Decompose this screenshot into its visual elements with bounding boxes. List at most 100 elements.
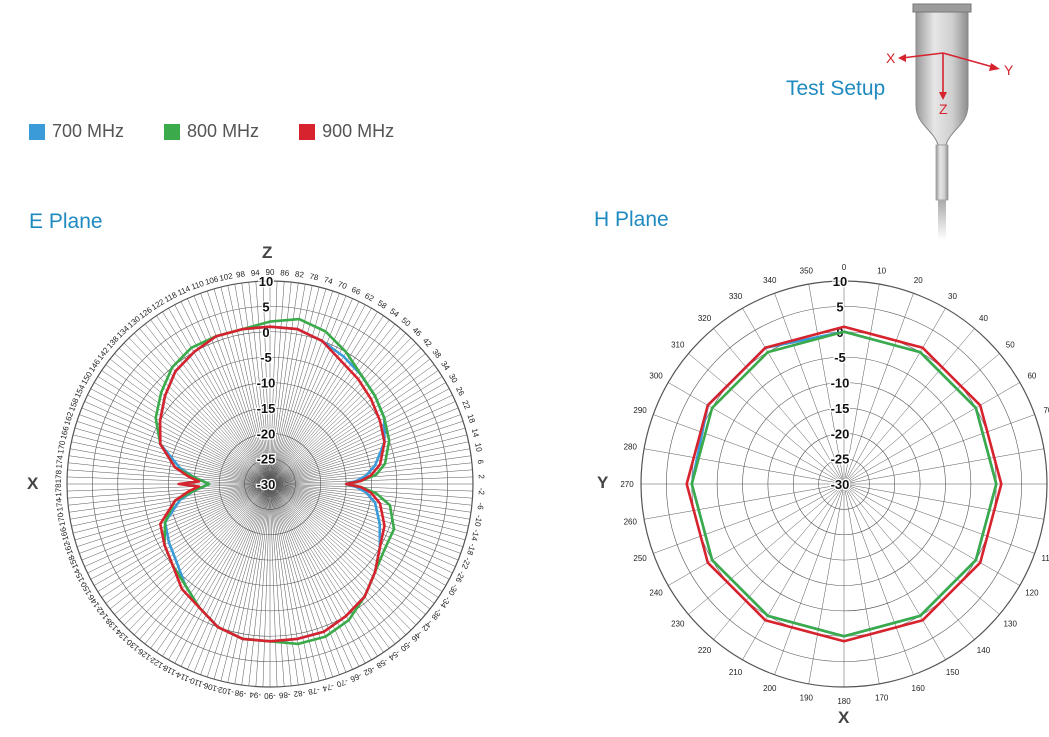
e-plane-angle-label: 162 xyxy=(63,410,76,426)
e-plane-spoke xyxy=(81,483,271,561)
e-plane-spoke xyxy=(269,311,378,485)
e-plane-spoke xyxy=(269,304,366,485)
e-plane-spoke xyxy=(94,483,271,586)
e-plane-ring xyxy=(193,407,347,561)
e-plane-ring-label: 5 xyxy=(262,299,269,314)
e-plane-spoke xyxy=(269,315,384,485)
e-plane-angle-label: 94 xyxy=(250,268,260,278)
e-plane-spoke xyxy=(168,483,271,660)
e-plane-spoke xyxy=(269,483,473,492)
e-plane-spoke xyxy=(71,483,271,527)
e-plane-spoke xyxy=(262,483,271,687)
e-plane-spoke xyxy=(269,483,473,499)
h-plane-angle-label: 220 xyxy=(698,646,712,655)
e-plane-spoke xyxy=(269,483,320,682)
e-plane-angle-label: -10 xyxy=(473,514,484,527)
h-plane-ring xyxy=(767,407,921,561)
e-plane-spoke xyxy=(269,483,313,683)
e-plane-spoke xyxy=(67,483,271,499)
e-plane-spoke xyxy=(269,483,466,541)
e-plane-angle-label: 10 xyxy=(473,442,484,453)
e-plane-angle-label: -30 xyxy=(446,582,460,597)
e-plane-spoke xyxy=(109,483,271,610)
e-plane-spoke xyxy=(133,483,271,636)
e-plane-spoke xyxy=(269,401,456,485)
e-plane-spoke xyxy=(269,382,446,485)
h-plane-angle-label: 60 xyxy=(1027,372,1036,381)
e-plane-spoke xyxy=(269,483,347,673)
e-plane-angle-label: 158 xyxy=(67,396,81,412)
e-plane-spoke xyxy=(168,308,271,485)
e-plane-spoke xyxy=(207,483,271,678)
h-plane-spoke xyxy=(843,483,1020,586)
e-plane-angle-label: -42 xyxy=(420,618,435,633)
e-plane-spoke xyxy=(269,483,384,653)
e-plane-spoke xyxy=(269,337,412,485)
e-plane-angle-label: -58 xyxy=(374,656,389,670)
e-plane-spoke xyxy=(269,308,372,485)
e-plane-angle-label: -6 xyxy=(475,502,485,511)
e-plane-angle-label: 74 xyxy=(323,275,335,286)
e-plane-spoke xyxy=(114,353,271,485)
e-plane-angle-label: 130 xyxy=(126,314,142,330)
e-plane-spoke xyxy=(227,483,271,683)
h-plane-angle-label: 20 xyxy=(914,276,923,285)
e-plane-spoke xyxy=(269,483,459,561)
e-plane-angle-label: -74 xyxy=(321,681,335,693)
legend-swatch-800 xyxy=(164,123,181,140)
e-plane-spoke xyxy=(200,293,271,485)
e-plane-spoke xyxy=(269,483,431,610)
legend-label-900: 900 MHz xyxy=(322,121,395,141)
e-plane-angle-label: -82 xyxy=(293,688,306,699)
h-plane-angle-label: 130 xyxy=(1004,619,1018,628)
axis-arrowhead-y xyxy=(989,63,1000,71)
e-plane-spoke xyxy=(220,286,271,485)
h-plane-spoke xyxy=(713,328,845,485)
e-plane-spoke xyxy=(68,483,271,506)
legend: 700 MHz 800 MHz 900 MHz xyxy=(29,121,394,142)
h-plane-spoke xyxy=(843,382,1020,485)
e-plane-angle-label: -142 xyxy=(95,605,112,624)
h-plane-title: H Plane xyxy=(594,208,669,231)
h-plane-angle-label: 300 xyxy=(649,372,663,381)
test-setup-title: Test Setup xyxy=(786,77,886,100)
e-plane-ring xyxy=(218,432,322,536)
h-plane-spoke xyxy=(843,284,880,485)
e-plane-spoke xyxy=(90,483,271,580)
legend-item-800: 800 MHz xyxy=(164,121,259,142)
e-plane-angle-label: -130 xyxy=(125,637,143,655)
e-plane-spoke xyxy=(114,483,271,615)
e-plane-spoke xyxy=(72,434,271,485)
e-plane-spoke xyxy=(269,483,468,534)
e-plane-ring-label: -15 xyxy=(257,401,276,416)
e-plane-angle-label: 2 xyxy=(477,474,486,479)
e-plane-ring xyxy=(244,458,296,510)
e-plane-ring-label: -20 xyxy=(257,426,276,441)
e-plane-angle-label: -54 xyxy=(387,648,402,662)
e-plane-spoke xyxy=(128,483,271,631)
h-plane-ring-label: -10 xyxy=(831,376,850,391)
h-plane-angle-label: 70 xyxy=(1043,406,1049,415)
e-plane-spoke xyxy=(269,483,390,649)
e-plane-spoke xyxy=(220,483,271,682)
e-plane-angle-label: -118 xyxy=(161,663,179,678)
h-plane-spoke xyxy=(644,448,845,485)
e-plane-spoke xyxy=(269,394,453,485)
e-plane-spoke xyxy=(87,394,271,485)
e-plane-angle-label: -126 xyxy=(136,646,155,663)
e-plane-ring xyxy=(117,331,423,637)
e-plane-spoke xyxy=(156,315,271,485)
e-plane-spoke xyxy=(269,288,327,485)
e-plane-spoke xyxy=(84,401,271,485)
h-plane-ring-label: -15 xyxy=(831,401,850,416)
e-plane-spoke xyxy=(144,483,271,645)
e-plane-spoke xyxy=(269,319,390,485)
h-plane-spoke xyxy=(668,382,845,485)
h-plane-angle-label: 110 xyxy=(1042,554,1049,563)
h-plane-spoke xyxy=(843,483,946,660)
h-plane-spoke xyxy=(843,448,1044,485)
h-plane-spoke xyxy=(774,483,845,675)
e-plane-spoke xyxy=(269,284,306,485)
h-plane-angle-label: 140 xyxy=(977,646,991,655)
legend-label-800: 800 MHz xyxy=(187,121,260,141)
